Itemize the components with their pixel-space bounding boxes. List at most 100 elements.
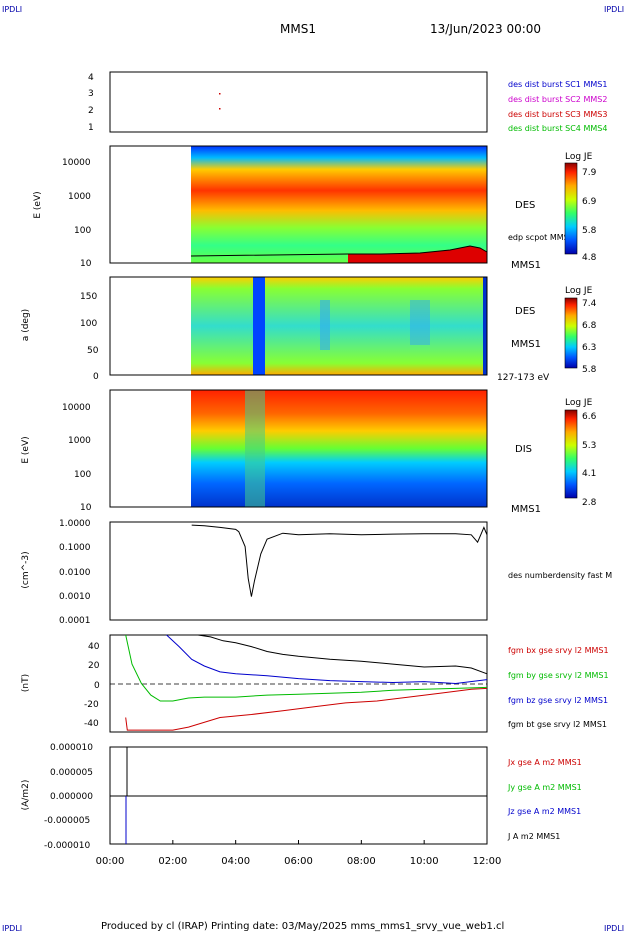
time-tick-label: 06:00 xyxy=(284,856,313,867)
dis-energy-ytick: 10000 xyxy=(62,403,91,413)
des-energy-ytick: 10 xyxy=(80,259,92,269)
burst-mark-sc3 xyxy=(219,108,221,110)
burst-ytick: 1 xyxy=(88,123,94,133)
des-pitch-edge xyxy=(483,277,487,375)
burst-ytick: 2 xyxy=(88,106,94,116)
dis-energy-ytick: 1000 xyxy=(68,436,91,446)
des-pitch-ytick: 100 xyxy=(80,319,97,329)
des-pitch-sc-label: MMS1 xyxy=(511,339,541,350)
legend-jy: Jy gse A m2 MMS1 xyxy=(507,783,582,792)
dis-sc-label: MMS1 xyxy=(511,504,541,515)
des-pitch-energy-label: 127-173 eV xyxy=(497,373,550,383)
bfield-ylabel: (nT) xyxy=(21,674,31,692)
panel-des-pitch-frame xyxy=(109,276,488,376)
panel-bfield: (nT) 40 20 0 -20 -40 fgm bx gse srvy l2 … xyxy=(21,634,609,733)
legend-jz: Jz gse A m2 MMS1 xyxy=(507,807,581,816)
legend-density: des numberdensity fast M xyxy=(508,571,612,580)
des-sc-label: MMS1 xyxy=(511,260,541,271)
current-ytick: -0.000005 xyxy=(44,816,90,826)
footer-credits: Produced by cl (IRAP) Printing date: 03/… xyxy=(101,921,504,932)
density-ytick: 0.1000 xyxy=(59,543,91,553)
dis-energy-ylabel: E (eV) xyxy=(21,436,31,463)
panel-burst: 4 3 2 1 des dist burst SC1 MMS1 des dist… xyxy=(88,71,607,133)
legend-burst-sc2: des dist burst SC2 MMS2 xyxy=(508,95,607,104)
current-ytick: 0.000010 xyxy=(50,743,93,753)
series-line-by xyxy=(125,634,488,702)
dis-energy-colorbar-tick: 4.1 xyxy=(582,469,596,479)
series-line-bt xyxy=(197,634,488,675)
des-pitch-colorbar-tick: 5.8 xyxy=(582,365,597,375)
legend-j: J A m2 MMS1 xyxy=(507,832,560,841)
current-ylabel: (A/m2) xyxy=(21,780,31,811)
panel-current: (A/m2) 0.000010 0.000005 0.000000 -0.000… xyxy=(21,743,582,851)
bfield-ytick: 40 xyxy=(88,642,100,652)
des-energy-colorbar-tick: 7.9 xyxy=(582,168,597,178)
corner-label-bottom-right: IPDLI xyxy=(604,924,624,933)
des-energy-ytick: 100 xyxy=(74,226,91,236)
density-ytick: 0.0001 xyxy=(59,616,91,626)
dis-energy-colorbar-tick: 2.8 xyxy=(582,498,597,508)
des-pitch-ytick: 0 xyxy=(93,372,99,382)
legend-bz: fgm bz gse srvy l2 MMS1 xyxy=(508,696,608,705)
des-energy-spectrogram xyxy=(191,146,487,263)
legend-bt: fgm bt gse srvy l2 MMS1 xyxy=(508,720,607,729)
dis-energy-colorbar-tick: 5.3 xyxy=(582,441,596,451)
bfield-ytick: 20 xyxy=(88,661,100,671)
legend-bx: fgm bx gse srvy l2 MMS1 xyxy=(508,646,609,655)
plot-title: MMS1 xyxy=(280,22,316,36)
legend-burst-sc3: des dist burst SC3 MMS3 xyxy=(508,110,607,119)
des-energy-colorbar xyxy=(564,162,578,255)
des-pitch-spectrogram xyxy=(191,277,487,375)
density-ytick: 0.0100 xyxy=(59,568,91,578)
time-tick-label: 12:00 xyxy=(473,856,502,867)
des-species-label: DES xyxy=(515,200,535,211)
panel-des-pitch: a (deg) 150 100 50 0 DES MMS1 127-173 eV… xyxy=(21,276,597,383)
corner-label-top-right: IPDLI xyxy=(604,5,624,14)
panel-bfield-frame xyxy=(109,634,488,733)
legend-by: fgm by gse srvy l2 MMS1 xyxy=(508,671,609,680)
des-pitch-ytick: 50 xyxy=(87,346,99,356)
des-pitch-colorbar xyxy=(564,297,578,369)
panel-burst-frame xyxy=(109,71,488,133)
plot-datetime: 13/Jun/2023 00:00 xyxy=(430,22,541,36)
panel-density-frame xyxy=(109,521,488,621)
legend-burst-sc4: des dist burst SC4 MMS4 xyxy=(508,124,607,133)
dis-energy-spectrogram xyxy=(191,390,487,507)
des-energy-colorbar-tick: 5.8 xyxy=(582,226,597,236)
des-pitch-colorbar-title: Log JE xyxy=(565,286,593,296)
time-tick-label: 00:00 xyxy=(96,856,125,867)
time-tick-label: 02:00 xyxy=(158,856,187,867)
current-ytick: 0.000000 xyxy=(50,792,93,802)
des-pitch-feature xyxy=(320,300,330,350)
panel-des-energy-frame xyxy=(109,145,488,264)
corner-label-bottom-left: IPDLI xyxy=(2,924,22,933)
dis-species-label: DIS xyxy=(515,444,532,455)
legend-jx: Jx gse A m2 MMS1 xyxy=(507,758,582,767)
time-tick-label: 10:00 xyxy=(410,856,439,867)
time-tick-label: 08:00 xyxy=(347,856,376,867)
des-pitch-colorbar-tick: 6.8 xyxy=(582,321,597,331)
des-energy-colorbar-title: Log JE xyxy=(565,152,593,162)
des-scpot-fill xyxy=(348,246,487,263)
time-axis: 00:00 02:00 04:00 06:00 08:00 10:00 12:00 xyxy=(96,840,502,867)
density-ytick: 1.0000 xyxy=(59,519,91,529)
des-pitch-colorbar-tick: 7.4 xyxy=(582,299,597,309)
des-scpot-line xyxy=(190,245,488,257)
des-energy-colorbar-tick: 6.9 xyxy=(582,197,597,207)
des-pitch-feature xyxy=(410,300,430,345)
des-pitch-colorbar-tick: 6.3 xyxy=(582,343,596,353)
des-pitch-species-label: DES xyxy=(515,306,535,317)
corner-label-top-left: IPDLI xyxy=(2,5,22,14)
dis-energy-ytick: 10 xyxy=(80,503,92,513)
dis-energy-colorbar-title: Log JE xyxy=(565,398,593,408)
dis-energy-gap xyxy=(245,390,265,507)
des-energy-colorbar-tick: 4.8 xyxy=(582,253,597,263)
des-scpot-label: edp scpot MMS1 xyxy=(508,233,574,242)
density-series xyxy=(191,524,488,597)
dis-energy-ytick: 100 xyxy=(74,470,91,480)
panel-dis-energy: E (eV) 10000 1000 100 10 DIS MMS1 Log JE… xyxy=(21,389,597,515)
bfield-ytick: -40 xyxy=(84,719,99,729)
des-pitch-ytick: 150 xyxy=(80,292,97,302)
series-line-bx xyxy=(125,687,488,731)
